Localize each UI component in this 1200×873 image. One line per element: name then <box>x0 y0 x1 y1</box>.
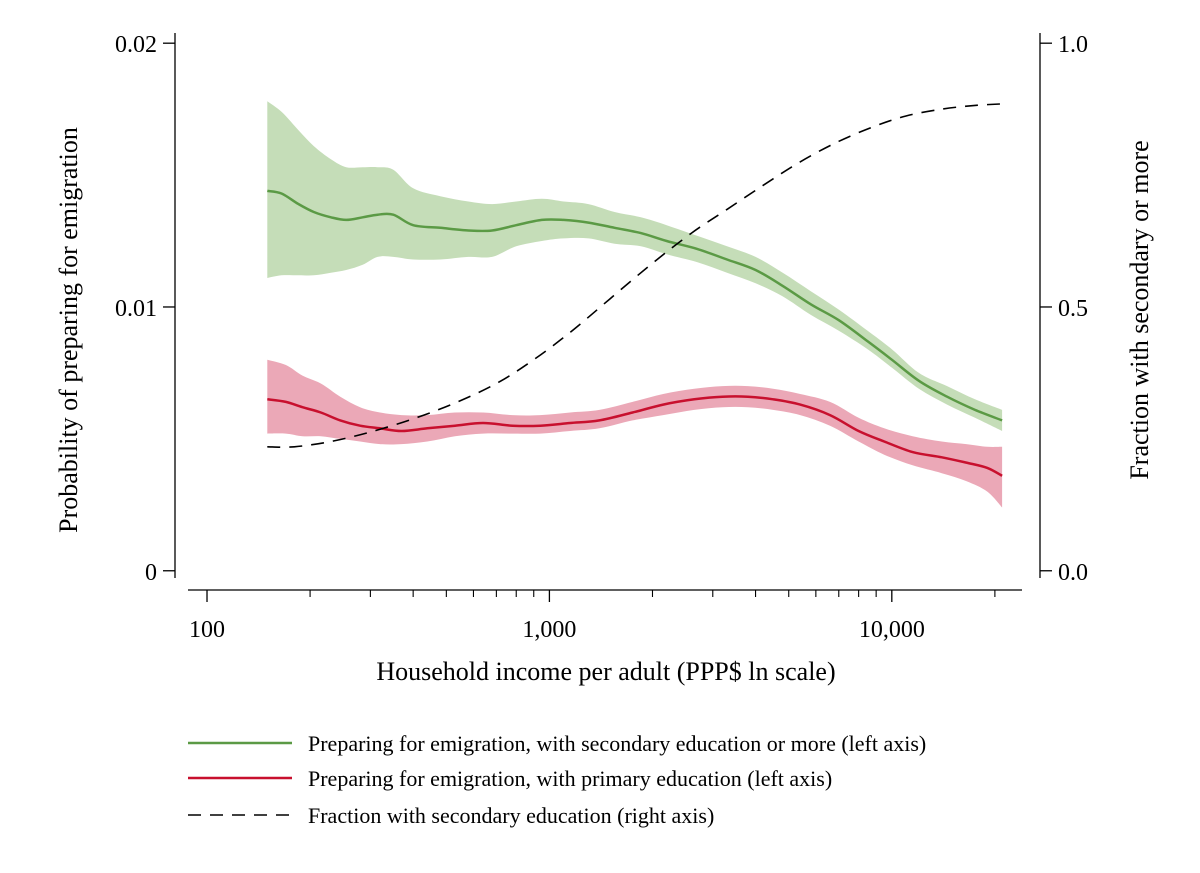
x-tick-label: 100 <box>189 617 225 643</box>
left-y-tick-label: 0 <box>145 560 157 586</box>
right-y-tick-label: 0.5 <box>1058 296 1088 322</box>
series-line-0 <box>267 189 1003 422</box>
legend-label-secondary: Preparing for emigration, with secondary… <box>308 731 926 756</box>
legend-label-fraction: Fraction with secondary education (right… <box>308 803 714 828</box>
left-y-axis-title: Probability of preparing for emigration <box>54 127 83 533</box>
right-y-tick-label: 1.0 <box>1058 32 1088 58</box>
x-tick-label: 10,000 <box>859 617 925 643</box>
left-y-tick-label: 0.02 <box>115 32 157 58</box>
right-y-tick-label: 0.0 <box>1058 560 1088 586</box>
right-y-axis-title: Fraction with secondary or more <box>1125 140 1154 479</box>
confidence-band-0 <box>267 101 1003 431</box>
series-line-1 <box>267 395 1003 477</box>
axes: 100 1,000 10,000 0 0.01 0.02 0.0 0.5 1.0 <box>115 32 1088 643</box>
series-line-2 <box>267 103 1003 448</box>
confidence-bands <box>267 101 1003 508</box>
confidence-band-1 <box>267 359 1003 508</box>
legend-label-primary: Preparing for emigration, with primary e… <box>308 766 832 791</box>
left-y-tick-label: 0.01 <box>115 296 157 322</box>
x-tick-label: 1,000 <box>522 617 576 643</box>
series-lines <box>267 103 1003 477</box>
x-axis-title: Household income per adult (PPP$ ln scal… <box>376 657 835 686</box>
legend: Preparing for emigration, with secondary… <box>188 731 926 828</box>
